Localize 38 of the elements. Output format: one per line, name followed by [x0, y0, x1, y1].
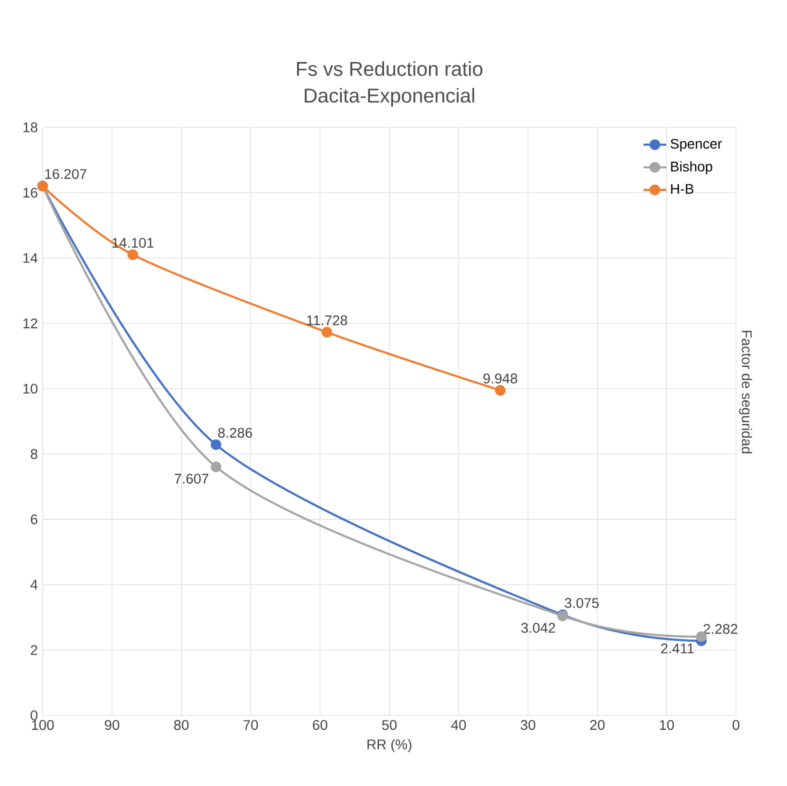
y-tick-label: 6 [30, 514, 38, 524]
x-tick-label: 0 [732, 720, 740, 730]
data-label: 11.728 [307, 315, 348, 326]
x-tick-label: 40 [451, 720, 466, 730]
y-tick-label: 18 [23, 122, 38, 132]
data-label: 9.948 [483, 374, 518, 384]
chart-subtitle: Dacita-Exponencial [304, 88, 474, 107]
data-label: 14.101 [112, 238, 154, 248]
y-tick-label: 2 [30, 645, 38, 655]
legend-label: H-B [671, 184, 694, 194]
y-tick-label: 10 [23, 384, 38, 394]
data-label: 2.411 [661, 644, 694, 654]
data-label: 8.286 [218, 428, 252, 438]
y-tick-label: 4 [30, 580, 38, 590]
x-tick-label: 20 [590, 720, 605, 730]
x-tick-label: 80 [174, 720, 189, 730]
x-tick-label: 90 [104, 720, 120, 730]
chart-title: Fs vs Reduction ratio [297, 61, 482, 76]
x-tick-label: 100 [32, 720, 54, 730]
y-tick-label: 8 [30, 449, 38, 459]
x-axis-title: RR (%) [368, 739, 412, 752]
x-tick-label: 70 [244, 720, 258, 730]
legend-label: Spencer [670, 138, 722, 152]
x-tick-label: 60 [312, 720, 328, 730]
x-tick-label: 50 [382, 720, 397, 730]
y-tick-label: 14 [23, 253, 38, 263]
x-tick-label: 10 [660, 720, 674, 730]
y-tick-label: 0 [30, 710, 38, 720]
y-axis-title: Factor de seguridad [739, 330, 752, 454]
y-tick-label: 12 [23, 318, 38, 328]
y-tick-label: 16 [23, 188, 38, 198]
data-label: 3.042 [521, 622, 556, 633]
data-label: 2.282 [704, 624, 738, 634]
data-label: 16.207 [45, 169, 86, 179]
data-label: 3.075 [564, 598, 599, 608]
data-label: 7.607 [174, 474, 208, 484]
legend-label: Bishop [671, 161, 712, 174]
x-tick-label: 30 [520, 720, 536, 730]
